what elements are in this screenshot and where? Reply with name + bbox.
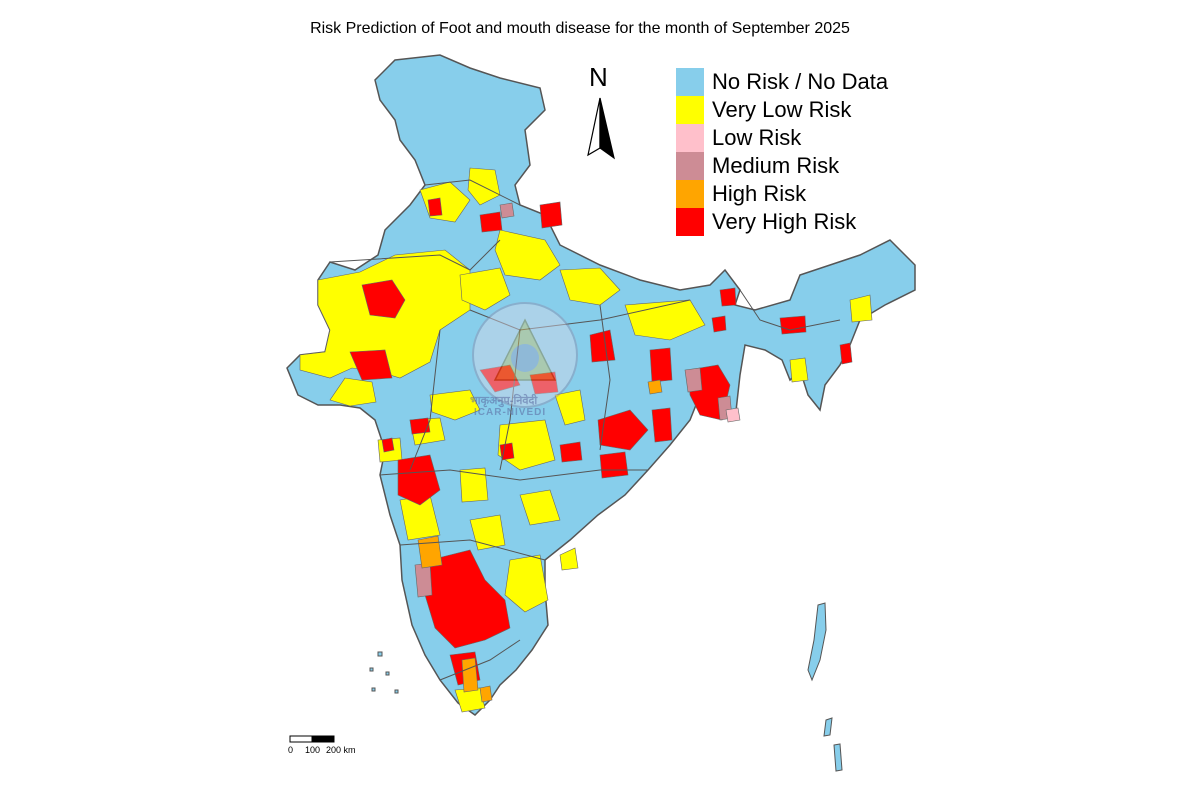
legend-label: No Risk / No Data — [712, 69, 889, 94]
low-risk-regions — [725, 407, 741, 423]
legend-label: Medium Risk — [712, 153, 840, 178]
legend: No Risk / No Data Very Low Risk Low Risk… — [676, 68, 888, 236]
andaman-nicobar-islands — [807, 602, 843, 772]
legend-label: Very High Risk — [712, 209, 857, 234]
legend-swatch — [676, 208, 704, 236]
scale-label-100: 100 — [305, 745, 321, 755]
lakshadweep-islands — [369, 651, 399, 694]
watermark-text-hindi: भाकृअनुप-निवेदी — [470, 395, 538, 407]
legend-swatch — [676, 96, 704, 124]
legend-swatch — [676, 152, 704, 180]
legend-label: Very Low Risk — [712, 97, 852, 122]
very-high-risk-regions — [349, 197, 853, 686]
legend-item-no-risk: No Risk / No Data — [676, 68, 888, 96]
state-borders — [329, 179, 841, 681]
legend-swatch — [676, 124, 704, 152]
legend-item-very-high-risk: Very High Risk — [676, 208, 888, 236]
scale-label-200: 200 km — [326, 745, 356, 755]
map-title: Risk Prediction of Foot and mouth diseas… — [310, 20, 850, 37]
legend-item-low-risk: Low Risk — [676, 124, 888, 152]
scale-label-0: 0 — [288, 745, 294, 755]
legend-item-very-low-risk: Very Low Risk — [676, 96, 888, 124]
legend-swatch — [676, 180, 704, 208]
legend-label: High Risk — [712, 181, 807, 206]
legend-item-medium-risk: Medium Risk — [676, 152, 888, 180]
legend-label: Low Risk — [712, 125, 802, 150]
scale-bar — [289, 735, 335, 743]
icar-nivedi-watermark-logo — [472, 302, 578, 408]
watermark-text-english: ICAR-NIVEDI — [474, 407, 547, 418]
north-label: N — [589, 62, 608, 92]
legend-swatch — [676, 68, 704, 96]
north-arrow-icon — [587, 97, 615, 160]
legend-item-high-risk: High Risk — [676, 180, 888, 208]
